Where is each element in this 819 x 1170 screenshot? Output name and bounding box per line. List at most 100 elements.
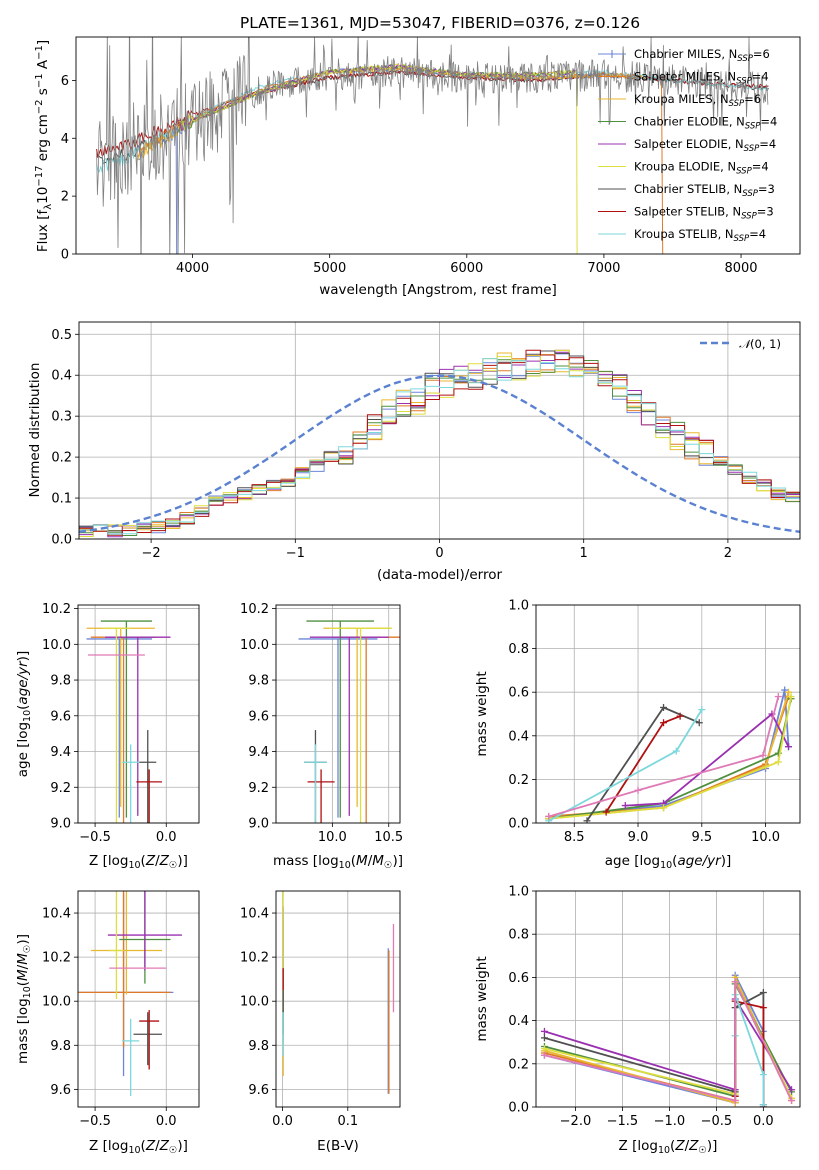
y-tick-label: 9.8 [248,1039,269,1054]
y-tick-label: 0.8 [508,642,529,657]
y-axis-label: mass weight [474,956,490,1041]
y-tick-label: 10.2 [240,951,269,966]
x-axis-label: (data-model)/error [377,567,503,583]
axes-frame [77,604,200,824]
y-tick-label: 9.8 [50,674,71,689]
weight-line [548,696,780,818]
axes-frame [77,890,200,1108]
x-axis-label: age [log10(age/yr)] [605,853,731,871]
spectrum-line [96,37,769,254]
legend-label: Chabrier MILES, NSSP=6 [634,47,770,64]
x-tick-label: 9.5 [691,830,712,845]
x-tick-label: 8.5 [564,830,585,845]
y-tick-label: 0.4 [51,369,72,384]
legend-label: Salpeter STELIB, NSSP=3 [634,205,774,222]
y-tick-label: 9.4 [248,745,269,760]
plot-area [86,620,171,823]
y-tick-label: 0.0 [508,817,529,832]
axes-frame [535,890,801,1108]
y-tick-label: 9.0 [248,817,269,832]
y-tick-label: 10.2 [42,951,71,966]
residual-legend: 𝒩(0, 1) [700,337,781,351]
y-tick-label: 0.2 [508,773,529,788]
axes-frame [275,604,401,824]
spectrum-line [576,74,578,254]
y-tick-label: 6 [61,74,69,89]
x-tick-label: 10.0 [318,830,347,845]
y-tick-label: 9.6 [248,709,269,724]
x-tick-label: −1 [286,546,305,561]
y-tick-label: 0.3 [51,410,72,425]
weight-line [544,980,793,1099]
x-tick-label: 5000 [313,261,346,276]
y-tick-label: 9.6 [248,1083,269,1098]
x-tick-label: 6000 [450,261,483,276]
x-tick-label: −1.5 [607,1114,639,1129]
y-tick-label: 10.2 [42,602,71,617]
y-axis-label: Flux [fλ10−17 erg cm−2 s−1 A−1] [34,40,54,252]
y-tick-label: 10.0 [240,995,269,1010]
plot-area [540,971,796,1107]
x-tick-label: −1.0 [654,1114,686,1129]
x-axis-label: Z [log10(Z/Z☉)] [89,853,188,871]
y-tick-label: 0.2 [51,451,72,466]
y-tick-label: 10.0 [240,638,269,653]
plot-area [96,37,769,254]
y-tick-label: 9.2 [50,781,71,796]
y-tick-label: 10.2 [240,602,269,617]
x-tick-label: 4000 [176,261,209,276]
y-tick-label: 0.4 [508,1014,529,1029]
spectrum-line [96,69,769,158]
y-tick-label: 4 [61,132,69,147]
y-tick-label: 9.6 [50,1083,71,1098]
plot-area [282,891,395,1094]
x-axis-label: wavelength [Angstrom, rest frame] [319,282,557,298]
axes-frame [78,321,801,540]
x-tick-label: 1 [580,546,588,561]
plot-area [545,686,795,823]
plot-area [78,891,182,1096]
spectrum-legend: Chabrier MILES, NSSP=6 Salpeter MILES, NS… [598,47,777,244]
x-axis-label: E(B-V) [317,1138,359,1154]
y-tick-label: 1.0 [508,885,529,900]
y-tick-label: 0.1 [51,492,72,507]
y-tick-label: 0.8 [508,928,529,943]
residual-histogram: −2 −1 0 1 2 0.0 0.1 0.2 0.3 0.4 0.5 (data-model)/er… [27,321,801,583]
y-tick-label: 1.0 [508,599,529,614]
y-axis-label: mass [log10(M/M☉)] [15,934,33,1064]
x-tick-label: 10.5 [374,830,403,845]
y-tick-label: 9.6 [50,709,71,724]
x-tick-label: 10.0 [751,830,780,845]
x-axis-label: mass [log10(M/M☉)] [273,853,403,871]
mass-age-plot: 10.0 10.5 9.0 9.2 9.4 9.6 9.8 10.0 10.2 mass [log… [240,602,403,871]
y-tick-label: 0.2 [508,1057,529,1072]
legend-label: Salpeter MILES, NSSP=4 [634,70,769,87]
y-tick-label: 10.4 [42,907,71,922]
spectrum-line [175,123,178,254]
figure-title: PLATE=1361, MJD=53047, FIBERID=0376, z=0… [240,14,640,32]
y-tick-label: 0.5 [51,328,72,343]
normal-curve [79,374,800,533]
weight-line [734,1000,765,1107]
y-axis-label: age [log10(age/yr)] [15,651,33,777]
weight-line [544,980,793,1102]
legend-label: Chabrier STELIB, NSSP=3 [634,182,775,199]
axes-frame [275,890,401,1108]
spectrum-plot: 4000 5000 6000 7000 8000 0 2 4 6 wavelength [Angs… [34,36,801,298]
x-tick-label: −2.0 [560,1114,592,1129]
y-tick-label: 0 [61,248,69,263]
y-tick-label: 10.0 [42,995,71,1010]
legend-label: Kroupa MILES, NSSP=6 [634,92,761,109]
y-tick-label: 9.0 [50,817,71,832]
weight-line [544,980,793,1102]
x-axis-label: Z [log10(Z/Z☉)] [619,1138,718,1156]
weight-line [544,983,793,1098]
y-tick-label: 10.4 [240,907,269,922]
histogram-step [79,358,800,539]
spectrum-line [661,80,664,254]
z-weight-plot: −2.0 −1.5 −1.0 −0.5 0.0 0.0 0.2 0.4 0.6 0.8 1.0 mas… [474,885,801,1156]
legend-label: 𝒩(0, 1) [739,337,781,351]
axes-frame [75,36,801,255]
age-weight-plot: 8.5 9.0 9.5 10.0 0.0 0.2 0.4 0.6 0.8 1.0 mass weig… [474,599,801,871]
